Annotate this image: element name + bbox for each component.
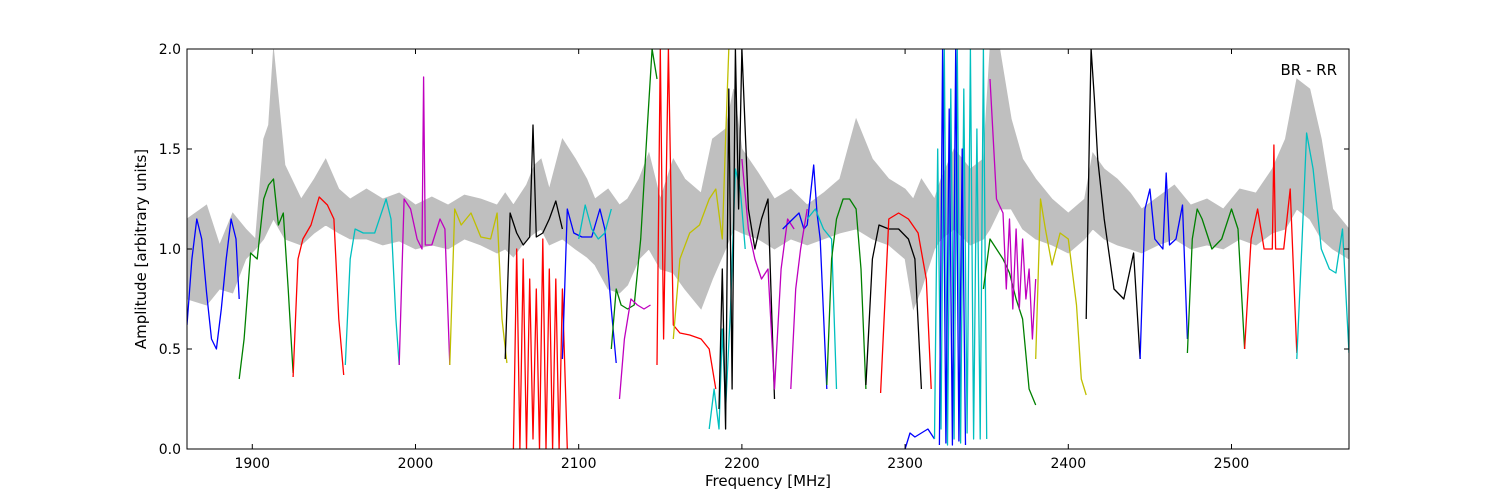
- y-axis-label: Amplitude [arbitrary units]: [132, 149, 150, 349]
- series-line-3: [344, 198, 400, 366]
- series-line-8: [561, 208, 617, 364]
- plot-background: [187, 49, 1349, 449]
- series-line-27: [989, 78, 1037, 340]
- series-line-15: [718, 49, 776, 430]
- x-tick-label: 2100: [561, 456, 597, 472]
- y-axis: 0.0 0.5 1.0 1.5 2.0: [159, 42, 1349, 458]
- x-tick-label: 2000: [398, 456, 434, 472]
- series-line-29: [1085, 49, 1141, 360]
- series-line-11: [618, 298, 651, 400]
- x-tick-label: 1900: [234, 456, 270, 472]
- x-axis-label: Frequency [MHz]: [705, 472, 831, 490]
- series-line-19: [826, 198, 867, 390]
- series-line-4: [398, 76, 451, 366]
- x-tick-label: 2300: [887, 456, 923, 472]
- x-tick-label: 2500: [1214, 456, 1250, 472]
- series-line-6: [504, 124, 564, 360]
- series-line-22: [879, 212, 932, 394]
- series-line-30: [1139, 172, 1189, 360]
- series-line-26: [982, 238, 1037, 406]
- x-tick-label: 2200: [724, 456, 760, 472]
- series-line-10: [610, 49, 658, 350]
- series-line-9: [578, 204, 612, 240]
- series-line-18: [806, 208, 838, 390]
- series-layer: [187, 49, 1349, 449]
- series-line-5: [449, 208, 508, 366]
- y-tick-label: 1.5: [159, 142, 181, 158]
- series-line-31: [1186, 208, 1246, 354]
- series-line-20: [790, 208, 808, 390]
- series-line-12: [656, 49, 717, 390]
- x-tick-label: 2400: [1050, 456, 1086, 472]
- series-line-13: [672, 49, 730, 340]
- series-line-21: [865, 224, 923, 390]
- series-line-17: [782, 164, 828, 390]
- y-tick-label: 0.5: [159, 342, 181, 358]
- series-line-0: [187, 218, 240, 350]
- series-line-1: [238, 178, 294, 380]
- annotation-label: BR - RR: [1280, 61, 1337, 79]
- series-line-33: [1296, 132, 1349, 360]
- series-line-28: [1035, 198, 1087, 396]
- series-line-16: [741, 158, 795, 390]
- y-tick-label: 2.0: [159, 42, 181, 58]
- y-tick-label: 0.0: [159, 442, 181, 458]
- x-axis: 1900 2000 2100 2200 2300 2400 2500: [234, 49, 1249, 472]
- series-line-25: [938, 49, 967, 446]
- series-line-23: [904, 428, 936, 449]
- y-tick-label: 1.0: [159, 242, 181, 258]
- series-line-7: [512, 238, 568, 449]
- series-line-2: [292, 196, 345, 378]
- series-line-32: [1243, 144, 1298, 354]
